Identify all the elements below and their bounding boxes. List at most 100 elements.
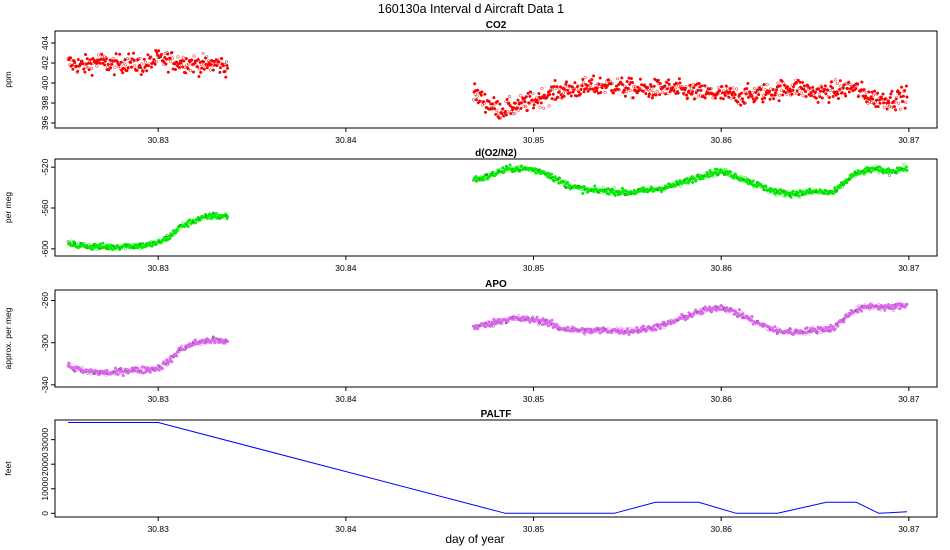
- data-point: [778, 84, 782, 88]
- data-point: [727, 95, 731, 99]
- data-point: [884, 97, 888, 101]
- data-point: [138, 57, 142, 61]
- data-point: [871, 93, 875, 97]
- data-point: [135, 68, 139, 72]
- data-point: [721, 97, 725, 101]
- data-point: [729, 96, 733, 100]
- data-point: [675, 179, 679, 183]
- data-point: [623, 94, 627, 98]
- data-point: [827, 325, 831, 329]
- data-point: [523, 100, 527, 104]
- data-point: [684, 85, 688, 89]
- data-point: [125, 69, 129, 73]
- y-tick-label: 30000: [40, 428, 50, 452]
- y-tick-label: 400: [40, 76, 50, 90]
- data-point: [525, 108, 530, 112]
- data-point: [149, 240, 153, 244]
- data-point: [507, 94, 512, 99]
- x-tick-label: 30.83: [148, 263, 170, 273]
- data-point: [169, 59, 173, 63]
- data-point: [558, 85, 563, 89]
- data-point: [127, 52, 131, 56]
- data-point: [170, 50, 174, 55]
- data-point: [697, 94, 701, 98]
- data-point: [498, 116, 503, 120]
- data-point: [76, 58, 80, 62]
- data-point: [668, 318, 672, 322]
- data-point: [107, 63, 112, 68]
- data-point: [607, 326, 611, 330]
- data-point: [197, 67, 202, 71]
- data-point: [208, 68, 212, 72]
- data-point: [84, 65, 88, 69]
- data-point: [742, 90, 746, 95]
- data-point: [85, 57, 89, 61]
- data-point: [506, 109, 510, 114]
- data-point: [479, 93, 483, 97]
- data-point: [759, 87, 763, 91]
- data-point: [848, 82, 852, 86]
- data-point: [122, 67, 127, 71]
- data-point: [873, 164, 877, 168]
- data-point: [827, 95, 832, 100]
- data-point: [599, 90, 603, 95]
- data-point: [185, 63, 189, 67]
- plot-frame: [54, 158, 938, 257]
- data-point: [570, 85, 575, 89]
- data-point: [583, 332, 587, 336]
- data-point: [491, 324, 495, 328]
- data-point: [894, 97, 898, 101]
- data-point: [814, 96, 818, 100]
- data-point: [483, 110, 488, 114]
- panel-title: d(O2/N2): [475, 148, 517, 159]
- data-point: [839, 84, 843, 88]
- y-axis-label: ppm: [3, 71, 13, 88]
- data-point: [803, 90, 808, 94]
- data-point: [687, 89, 691, 93]
- data-point: [197, 75, 201, 79]
- data-point: [210, 64, 214, 68]
- plot-frame: [54, 30, 938, 129]
- data-point: [836, 92, 840, 96]
- data-point: [621, 327, 625, 331]
- data-point: [631, 96, 635, 100]
- data-point: [702, 93, 706, 98]
- data-point: [654, 93, 658, 97]
- data-point: [160, 52, 164, 56]
- data-point: [819, 330, 823, 334]
- data-point: [839, 186, 843, 190]
- data-point: [732, 96, 736, 100]
- y-tick-label: -340: [40, 376, 50, 393]
- data-point: [140, 241, 145, 246]
- data-point: [765, 83, 769, 87]
- data-point: [691, 180, 695, 185]
- data-point: [863, 94, 868, 98]
- data-point: [124, 63, 128, 67]
- data-point: [475, 94, 479, 98]
- data-point: [557, 176, 561, 180]
- data-point: [171, 233, 175, 237]
- data-point: [767, 89, 772, 93]
- data-point: [856, 310, 860, 314]
- data-point: [531, 92, 535, 96]
- data-point: [601, 186, 605, 190]
- data-point: [659, 327, 663, 331]
- y-axis-label: per meg: [3, 192, 13, 223]
- data-point: [841, 86, 845, 90]
- data-point: [836, 96, 841, 101]
- data-point: [772, 97, 776, 101]
- data-point: [703, 96, 707, 100]
- x-tick-label: 30.87: [898, 394, 920, 404]
- data-point: [809, 91, 813, 95]
- data-point: [117, 63, 121, 67]
- data-point: [700, 84, 704, 88]
- data-point: [580, 84, 584, 88]
- data-point: [755, 185, 759, 189]
- data-point: [143, 60, 148, 64]
- data-point: [857, 94, 861, 98]
- data-point: [133, 64, 137, 68]
- data-point: [622, 88, 626, 92]
- data-point: [811, 85, 815, 89]
- data-point: [184, 57, 188, 61]
- x-tick-label: 30.85: [523, 524, 545, 534]
